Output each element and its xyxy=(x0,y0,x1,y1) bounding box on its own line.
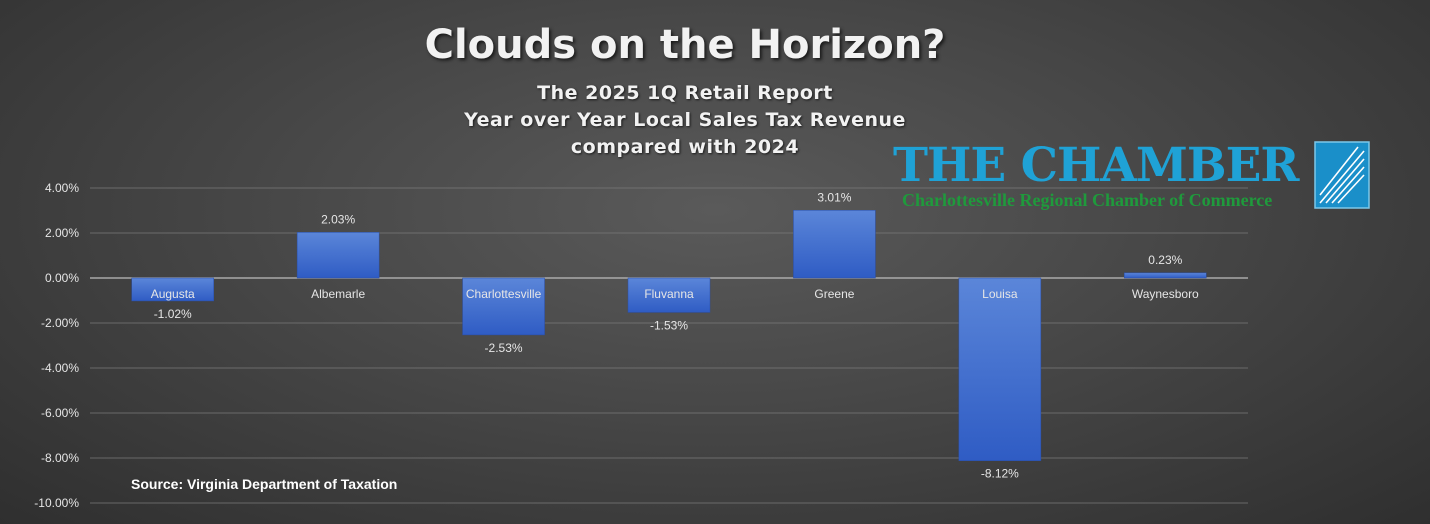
bars xyxy=(131,210,1207,461)
bar-augusta xyxy=(131,277,214,302)
data-label: -8.12% xyxy=(981,467,1019,481)
subtitle-line-1: The 2025 1Q Retail Report xyxy=(537,82,833,104)
category-label: Greene xyxy=(814,287,854,301)
category-label: Albemarle xyxy=(311,287,365,301)
category-label: Charlottesville xyxy=(466,287,542,301)
bar-fluvanna xyxy=(627,277,711,313)
logo-mark-icon xyxy=(1314,141,1370,209)
chart-title: Clouds on the Horizon? xyxy=(424,22,946,68)
gridlines xyxy=(90,187,1248,504)
data-label: -1.02% xyxy=(154,307,192,321)
y-tick-label: 2.00% xyxy=(45,226,79,240)
data-label: -1.53% xyxy=(650,318,688,332)
subtitle-line-2: Year over Year Local Sales Tax Revenue xyxy=(464,109,906,131)
y-tick-label: 4.00% xyxy=(45,181,79,195)
y-tick-label: -4.00% xyxy=(41,361,79,375)
data-label: 2.03% xyxy=(321,212,355,226)
bar-greene xyxy=(793,210,876,279)
source-note: Source: Virginia Department of Taxation xyxy=(131,476,398,492)
labels: Augusta -1.02% Albemarle 2.03% Charlottesvil… xyxy=(151,190,1199,480)
chamber-logo: THE CHAMBER Charlottesville Regional Cha… xyxy=(893,138,1373,214)
data-label: 0.23% xyxy=(1148,253,1182,267)
y-axis: 4.00% 2.00% 0.00% -2.00% -4.00% -6.00% -8.00% -… xyxy=(34,181,79,510)
bar-louisa xyxy=(958,277,1042,461)
bar-waynesboro xyxy=(1124,272,1207,279)
y-tick-label: -8.00% xyxy=(41,451,79,465)
category-label: Louisa xyxy=(982,287,1018,301)
data-label: -2.53% xyxy=(485,341,523,355)
y-tick-label: 0.00% xyxy=(45,271,79,285)
category-label: Waynesboro xyxy=(1132,287,1199,301)
logo-sub-text: Charlottesville Regional Chamber of Comm… xyxy=(902,190,1273,210)
y-tick-label: -2.00% xyxy=(41,316,79,330)
bar-charlottesville xyxy=(462,277,545,336)
logo-main-text: THE CHAMBER xyxy=(893,138,1299,193)
y-tick-label: -10.00% xyxy=(34,496,79,510)
data-label: 3.01% xyxy=(817,190,851,204)
y-tick-label: -6.00% xyxy=(41,406,79,420)
category-label: Fluvanna xyxy=(644,287,694,301)
subtitle-line-3: compared with 2024 xyxy=(570,136,800,158)
bar-albemarle xyxy=(296,232,380,279)
category-label: Augusta xyxy=(151,287,195,301)
